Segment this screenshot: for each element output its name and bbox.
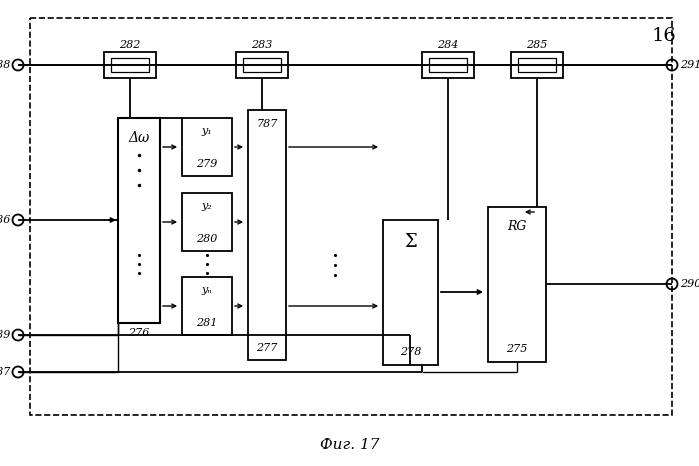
Bar [111,58,149,72]
Text: 284: 284 [438,40,459,50]
Text: 281: 281 [196,318,217,328]
Text: 278: 278 [400,347,421,357]
Text: 290: 290 [680,279,699,289]
Bar [182,118,232,176]
Bar [243,58,281,72]
Bar [104,52,156,78]
Text: RG: RG [507,220,526,233]
Text: 286: 286 [0,215,10,225]
Bar [511,52,563,78]
Bar [429,58,467,72]
Text: 289: 289 [0,330,10,340]
Bar [422,52,474,78]
Text: 288: 288 [0,60,10,70]
Text: 282: 282 [120,40,140,50]
Text: yₙ: yₙ [201,285,212,295]
Bar [236,52,288,78]
Text: 287: 287 [0,367,10,377]
Text: 275: 275 [506,344,528,354]
Text: 276: 276 [129,328,150,338]
Bar [518,58,556,72]
Bar [30,18,672,415]
Text: 787: 787 [257,119,278,129]
Bar [488,207,546,362]
Bar [182,277,232,335]
Text: y₂: y₂ [201,201,212,211]
Text: Фиг. 17: Фиг. 17 [319,438,380,452]
Bar [383,220,438,365]
Text: 279: 279 [196,159,217,169]
Text: 283: 283 [252,40,273,50]
Text: 16: 16 [651,27,677,45]
Text: 277: 277 [257,343,278,353]
Bar [182,193,232,251]
Text: Σ: Σ [404,233,417,251]
Text: 285: 285 [526,40,548,50]
Text: y₁: y₁ [201,126,212,136]
Text: Δω: Δω [129,131,150,145]
Text: 280: 280 [196,234,217,244]
Text: 291: 291 [680,60,699,70]
Bar [118,118,160,323]
Bar [248,110,286,360]
